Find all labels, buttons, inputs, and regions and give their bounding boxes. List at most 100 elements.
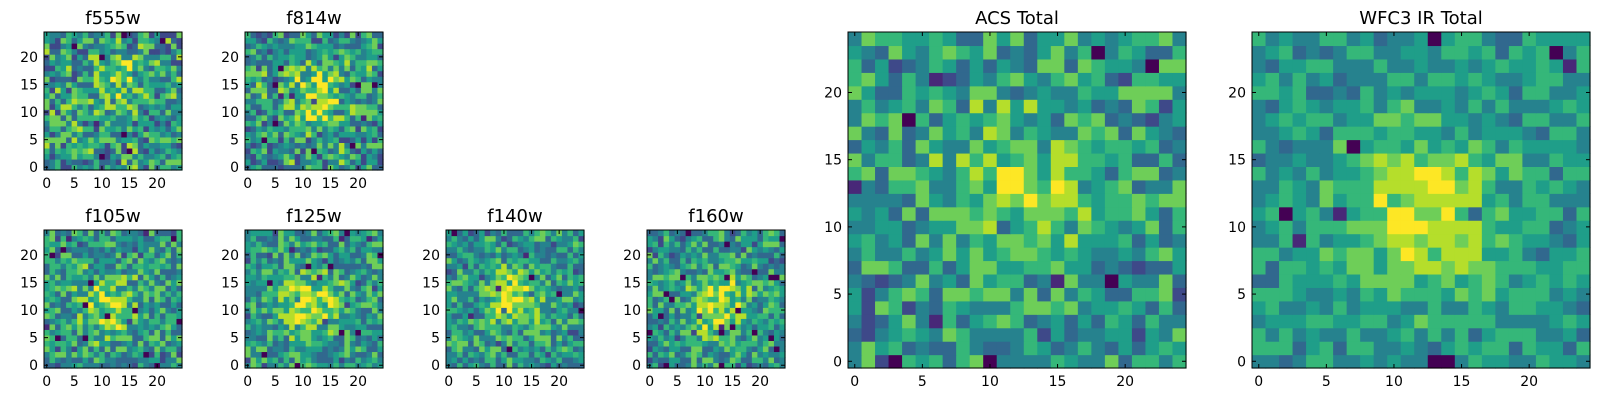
cell xyxy=(707,329,714,336)
cell xyxy=(300,296,307,303)
cell xyxy=(88,279,95,286)
cell xyxy=(691,329,698,336)
cell xyxy=(371,235,379,242)
cell xyxy=(126,43,133,50)
cell xyxy=(322,285,329,292)
cell xyxy=(1158,354,1174,369)
cell xyxy=(1265,354,1280,369)
cell xyxy=(1360,354,1375,369)
cell xyxy=(983,126,998,141)
cell xyxy=(289,37,296,44)
cell xyxy=(272,65,279,72)
cell xyxy=(663,241,670,248)
cell xyxy=(278,296,285,303)
cell xyxy=(680,257,687,264)
cell xyxy=(1292,327,1307,342)
cell xyxy=(1576,206,1591,221)
cell xyxy=(344,120,351,127)
cell xyxy=(929,126,944,141)
cell xyxy=(311,257,318,264)
cell xyxy=(1400,220,1415,235)
cell xyxy=(176,147,183,155)
cell xyxy=(311,70,318,77)
cell xyxy=(338,131,345,138)
cell xyxy=(344,43,351,50)
cell xyxy=(929,354,944,369)
cell xyxy=(377,114,384,121)
cell xyxy=(707,235,714,242)
x-tick-label: 5 xyxy=(70,176,79,192)
x-tick-label: 0 xyxy=(243,176,252,192)
cell xyxy=(848,247,863,262)
cell xyxy=(316,87,323,94)
cell xyxy=(349,263,356,270)
cell xyxy=(371,351,379,358)
cell xyxy=(702,252,709,259)
cell xyxy=(484,257,491,264)
cell xyxy=(713,307,720,314)
cell xyxy=(534,263,541,270)
cell xyxy=(170,59,178,66)
cell xyxy=(757,263,764,270)
cell xyxy=(567,230,574,237)
cell xyxy=(93,136,100,143)
cell xyxy=(751,230,758,237)
cell xyxy=(305,76,312,83)
cell xyxy=(861,166,876,181)
y-tick-label: 0 xyxy=(431,358,440,374)
cell xyxy=(757,279,764,286)
cell xyxy=(523,268,530,275)
cell xyxy=(696,235,703,242)
cell xyxy=(762,340,770,347)
cell xyxy=(88,147,95,155)
cell xyxy=(501,329,508,336)
cell xyxy=(344,65,351,72)
cell xyxy=(848,260,863,275)
cell xyxy=(115,230,122,237)
cell xyxy=(311,345,318,353)
cell xyxy=(366,76,373,83)
cell xyxy=(724,290,731,297)
cell xyxy=(261,345,268,353)
cell xyxy=(567,340,574,347)
cell xyxy=(1252,287,1267,302)
cell xyxy=(848,139,863,154)
cell xyxy=(561,312,569,319)
cell xyxy=(751,340,758,347)
cell xyxy=(1468,341,1483,356)
cell xyxy=(669,274,676,281)
cell xyxy=(294,318,301,325)
cell xyxy=(82,362,89,369)
cell xyxy=(484,268,491,275)
cell xyxy=(278,103,285,110)
cell xyxy=(115,274,122,281)
cell xyxy=(1306,152,1321,167)
cell xyxy=(154,136,161,143)
cell xyxy=(1131,247,1147,262)
cell xyxy=(327,334,334,341)
cell xyxy=(663,246,670,253)
cell xyxy=(344,351,351,358)
cell xyxy=(875,220,890,235)
cell xyxy=(305,279,312,286)
cell xyxy=(176,274,183,281)
cell xyxy=(691,301,698,308)
cell xyxy=(561,246,569,253)
cell xyxy=(115,296,122,303)
cell xyxy=(60,103,67,110)
cell xyxy=(773,252,781,259)
cell xyxy=(969,273,984,288)
cell xyxy=(462,362,469,369)
cell xyxy=(647,274,654,281)
cell xyxy=(371,274,379,281)
cell xyxy=(250,318,257,325)
cell xyxy=(740,301,747,308)
cell xyxy=(93,59,100,66)
cell xyxy=(66,103,73,110)
cell xyxy=(1158,99,1174,114)
cell xyxy=(696,285,703,292)
cell xyxy=(875,206,890,221)
cell xyxy=(1023,247,1038,262)
cell xyxy=(545,296,552,303)
cell xyxy=(861,58,876,73)
